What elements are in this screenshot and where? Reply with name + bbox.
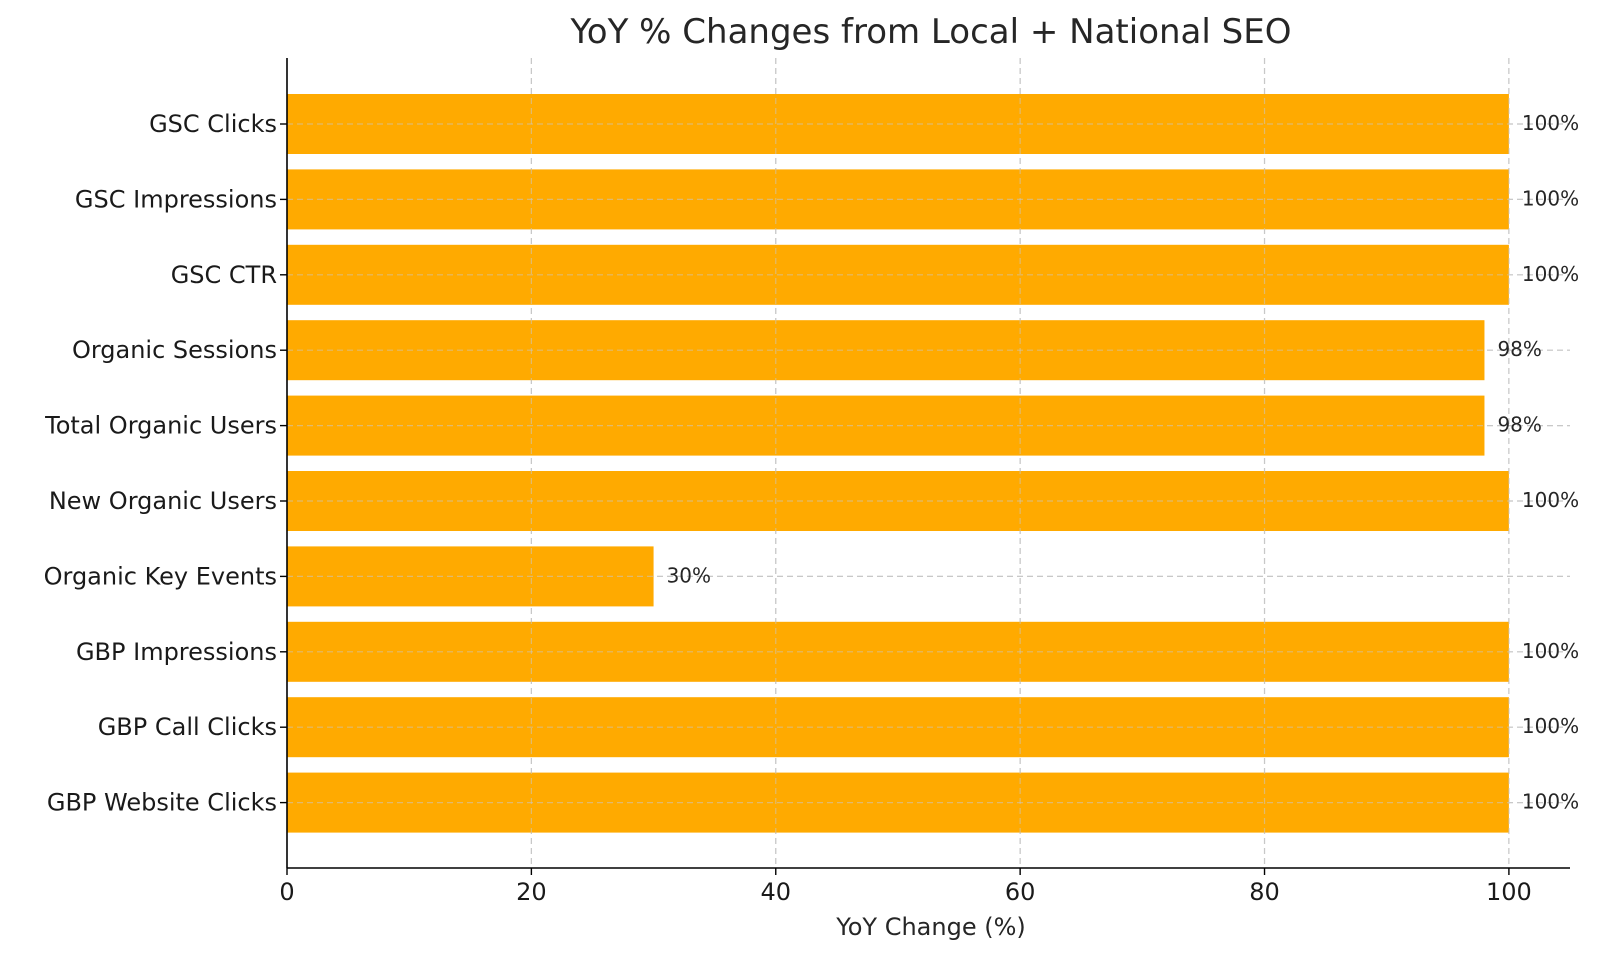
chart-title: YoY % Changes from Local + National SEO [570,12,1292,52]
category-label: GBP Impressions [76,638,277,666]
bar-value-label: 30% [667,563,711,587]
bar-value-label: 100% [1522,111,1579,135]
bar-value-label: 100% [1522,262,1579,286]
axis-layer [280,58,1570,875]
bar-value-label: 98% [1497,413,1541,437]
category-label: GBP Call Clicks [98,713,277,741]
category-label: Organic Sessions [72,336,277,364]
bar-value-label: 100% [1522,488,1579,512]
x-tick-label: 0 [279,878,294,906]
category-label: GSC Clicks [149,110,277,138]
x-tick-label: 40 [760,878,791,906]
category-label: GSC CTR [171,261,277,289]
category-label: GSC Impressions [75,185,277,213]
x-tick-label: 60 [1005,878,1036,906]
bar-value-label: 100% [1522,639,1579,663]
x-tick-label: 20 [516,878,547,906]
bar-layer [287,58,1570,868]
label-layer: 0 20 40 60 80 100 GSC Clicks GSC Impressions GSC… [44,110,1579,906]
bar [287,395,1485,456]
bar-value-label: 100% [1522,186,1579,210]
x-tick-label: 100 [1486,878,1532,906]
x-tick-label: 80 [1249,878,1280,906]
category-label: GBP Website Clicks [47,789,277,817]
category-label: Total Organic Users [44,412,277,440]
category-label: New Organic Users [49,487,277,515]
bar [287,320,1485,381]
bar-value-label: 98% [1497,337,1541,361]
bar-value-label: 100% [1522,714,1579,738]
x-axis-title: YoY Change (%) [835,913,1026,941]
bar-value-label: 100% [1522,790,1579,814]
category-label: Organic Key Events [44,562,277,590]
